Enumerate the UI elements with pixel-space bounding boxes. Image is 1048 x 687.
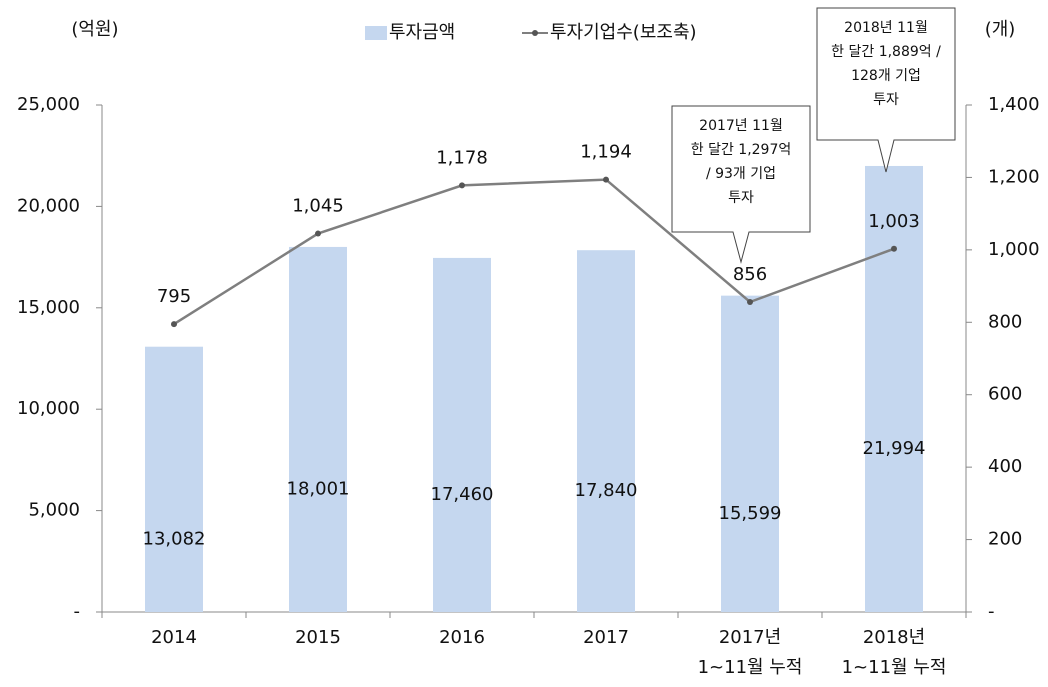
legend-swatch bbox=[365, 26, 387, 40]
y-axis-label: (억원) bbox=[71, 19, 118, 40]
y2-tick-label: 1,200 bbox=[988, 166, 1040, 187]
line-value-label: 1,003 bbox=[868, 211, 920, 232]
bar bbox=[577, 250, 635, 612]
line-marker bbox=[171, 321, 177, 328]
callout-text: 2017년 11월 한 달간 1,297억/ 93개 기업 투자 bbox=[691, 118, 792, 206]
bar bbox=[721, 295, 779, 612]
bar bbox=[433, 257, 491, 612]
line bbox=[173, 178, 895, 326]
x-tick-label: 2017 bbox=[583, 627, 629, 648]
callout-text: 2018년 11월 한 달간 1,889억 /128개 기업 투자 bbox=[831, 20, 941, 108]
y2-axis-label: (개) bbox=[985, 19, 1016, 40]
line-marker bbox=[459, 182, 465, 189]
legend-label: 투자기업수(보조축) bbox=[550, 22, 697, 43]
x-tick-label: 2015 bbox=[295, 627, 341, 648]
y-tick-label: 20,000 bbox=[17, 195, 80, 216]
bar-value-label: 17,840 bbox=[575, 480, 638, 501]
y2-tick-label: 1,000 bbox=[988, 239, 1040, 260]
line-value-label: 795 bbox=[157, 286, 191, 307]
line-value-label: 1,194 bbox=[580, 142, 632, 163]
x-tick-label: 2014 bbox=[151, 627, 197, 648]
callout-box bbox=[671, 105, 811, 264]
legend-marker bbox=[532, 30, 538, 36]
line-value-label: 1,045 bbox=[292, 196, 344, 217]
bar-value-label: 15,599 bbox=[719, 503, 782, 524]
line-marker bbox=[315, 230, 321, 237]
y2-tick-label: 600 bbox=[988, 384, 1022, 405]
y-tick-label: 10,000 bbox=[17, 398, 80, 419]
y-tick-label: 25,000 bbox=[17, 94, 80, 115]
x-tick-label: 2018년 1~11월 누적 bbox=[842, 627, 947, 678]
x-tick-label: 2017년 1~11월 누적 bbox=[698, 627, 803, 678]
bar-value-label: 21,994 bbox=[863, 438, 926, 459]
y-tick-label: - bbox=[74, 601, 81, 622]
bar bbox=[145, 346, 203, 612]
legend-label: 투자금액 bbox=[389, 22, 455, 43]
y2-tick-label: 800 bbox=[988, 311, 1022, 332]
bar bbox=[289, 246, 347, 613]
bar bbox=[865, 165, 923, 613]
y-tick-label: 5,000 bbox=[28, 500, 80, 521]
y-tick-label: 15,000 bbox=[17, 297, 80, 318]
line-marker bbox=[747, 299, 753, 306]
line-value-label: 856 bbox=[733, 264, 767, 285]
line-marker bbox=[891, 245, 897, 252]
bar-value-label: 18,001 bbox=[287, 478, 350, 499]
bar-value-label: 13,082 bbox=[143, 528, 206, 549]
line-marker bbox=[603, 176, 609, 183]
y2-tick-label: 400 bbox=[988, 456, 1022, 477]
bar-value-label: 17,460 bbox=[431, 484, 494, 505]
x-tick-label: 2016 bbox=[439, 627, 485, 648]
callout-box bbox=[816, 7, 956, 173]
line-value-label: 1,178 bbox=[436, 147, 488, 168]
y2-tick-label: - bbox=[988, 601, 995, 622]
y2-tick-label: 1,400 bbox=[988, 94, 1040, 115]
y2-tick-label: 200 bbox=[988, 529, 1022, 550]
